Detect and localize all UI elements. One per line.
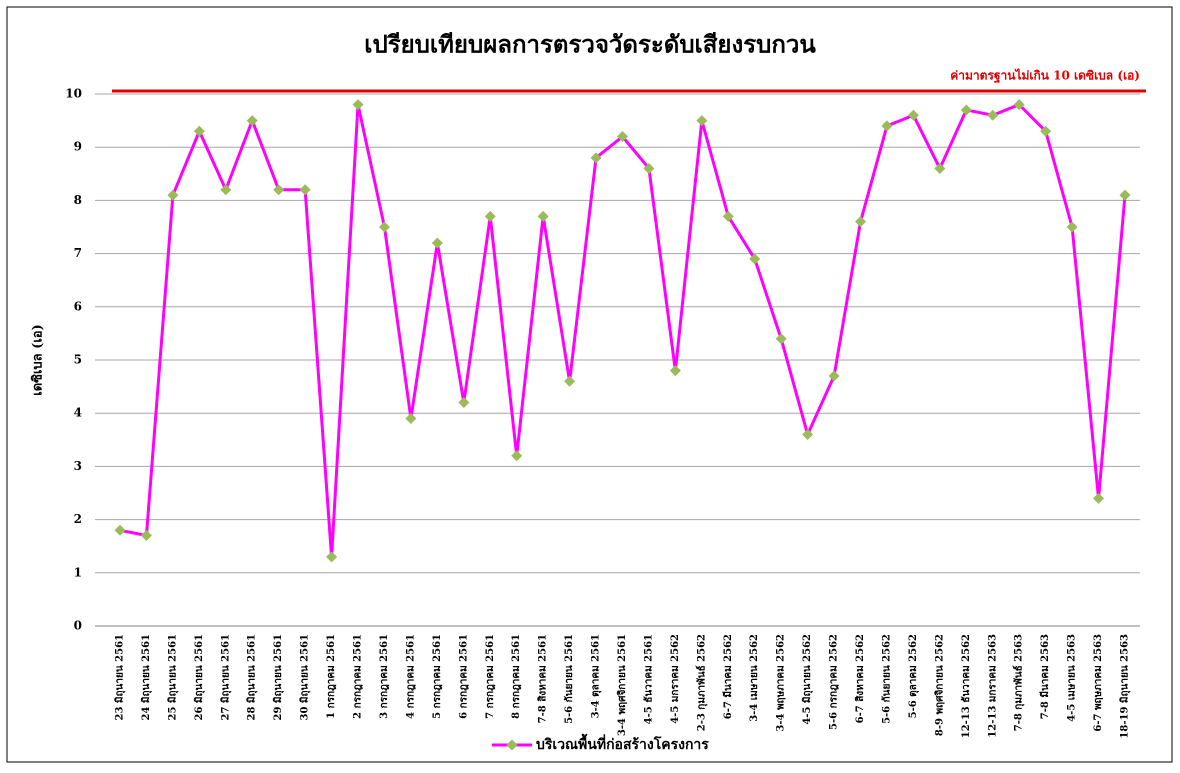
data-point (749, 253, 761, 265)
data-point (855, 216, 867, 228)
data-point (1119, 189, 1131, 201)
x-tick-label: 27 มิถุนายน 2561 (219, 634, 231, 721)
x-tick-label: 25 มิถุนายน 2561 (166, 634, 178, 721)
x-tick-label: 5 กรกฎาคม 2561 (432, 634, 443, 719)
x-tick-label: 26 มิถุนายน 2561 (193, 634, 205, 721)
chart-title: เปรียบเทียบผลการตรวจวัดระดับเสียงรบกวน (364, 30, 816, 59)
y-tick-label: 7 (74, 246, 82, 260)
data-point (1013, 99, 1025, 111)
y-tick-label: 8 (74, 193, 82, 207)
data-point (326, 551, 338, 563)
data-point (167, 189, 179, 201)
x-tick-label: 8 กรกฎาคม 2561 (511, 634, 522, 719)
x-tick-label: 4-5 มกราคม 2562 (670, 634, 681, 724)
x-tick-label: 6-7 มีนาคม 2562 (722, 634, 734, 719)
data-point (643, 162, 655, 174)
y-tick-label: 1 (74, 565, 82, 579)
data-point (907, 109, 919, 121)
x-tick-label: 4 กรกฎาคม 2561 (405, 634, 416, 719)
data-point (352, 99, 364, 111)
y-tick-label: 4 (74, 406, 82, 420)
data-point (537, 210, 549, 222)
data-point (669, 365, 681, 377)
legend-marker (506, 739, 518, 751)
y-axis-label: เดซิเบล (เอ) (31, 324, 46, 395)
x-tick-label: 7-8 สิงหาคม 2561 (537, 634, 549, 723)
y-tick-label: 6 (74, 299, 82, 313)
data-point (1093, 492, 1105, 504)
x-tick-label: 3-4 ตุลาคม 2561 (591, 634, 602, 718)
x-tick-label: 18-19 มิถุนายน 2563 (1119, 634, 1131, 739)
legend-label: บริเวณพื้นที่ก่อสร้างโครงการ (536, 733, 709, 753)
data-point (511, 450, 523, 462)
y-tick-label: 10 (65, 87, 82, 101)
data-point (802, 428, 814, 440)
data-point (1040, 125, 1052, 137)
x-tick-label: 3-4 พฤศจิกายน 2561 (616, 634, 628, 736)
y-tick-label: 2 (74, 512, 82, 526)
x-tick-label: 3-4 พฤษภาคม 2562 (776, 634, 787, 732)
x-tick-label: 2-3 กุมภาพันธ์ 2562 (695, 634, 707, 731)
x-tick-label: 6-7 พฤษภาคม 2563 (1093, 634, 1104, 732)
data-point (193, 125, 205, 137)
x-tick-label: 8-9 พฤศจิกายน 2562 (933, 634, 945, 736)
x-tick-label: 28 มิถุนายน 2561 (246, 634, 258, 721)
x-tick-label: 4-5 มิถุนายน 2562 (801, 634, 813, 725)
x-tick-label: 7-8 กุมภาพันธ์ 2563 (1013, 634, 1025, 731)
x-tick-label: 1 กรกฎาคม 2561 (326, 634, 337, 719)
data-point (696, 115, 708, 127)
x-tick-label: 5-6 กันยายน 2561 (563, 634, 575, 724)
x-tick-label: 30 มิถุนายน 2561 (299, 634, 311, 721)
x-tick-label: 5-6 กันยายน 2562 (880, 634, 892, 724)
x-tick-label: 3-4 เมษายน 2562 (749, 634, 760, 722)
y-tick-label: 5 (74, 353, 82, 367)
data-point (775, 333, 787, 345)
data-point (299, 184, 311, 196)
data-point (828, 370, 840, 382)
data-point (722, 210, 734, 222)
x-tick-label: 12-13 ธันวาคม 2562 (960, 634, 972, 738)
data-point (1066, 221, 1078, 233)
data-point (405, 413, 417, 425)
data-point (458, 397, 470, 409)
x-tick-label: 29 มิถุนายน 2561 (272, 634, 284, 721)
data-point (140, 530, 152, 542)
x-tick-label: 12-13 มกราคม 2563 (987, 634, 998, 738)
y-tick-label: 0 (74, 619, 82, 633)
data-point (590, 152, 602, 164)
x-tick-label: 5-6 กรกฎาคม 2562 (829, 634, 840, 730)
x-tick-label: 23 มิถุนายน 2561 (114, 634, 126, 721)
data-point (220, 184, 232, 196)
y-tick-label: 3 (74, 459, 82, 473)
data-point (246, 115, 258, 127)
x-tick-label: 4-5 ธันวาคม 2561 (642, 634, 654, 724)
x-tick-label: 6-7 สิงหาคม 2562 (854, 634, 866, 723)
data-point (114, 524, 126, 536)
data-point (960, 104, 972, 116)
x-tick-label: 6 กรกฎาคม 2561 (458, 634, 469, 719)
x-tick-label: 7-8 มีนาคม 2563 (1039, 634, 1051, 719)
x-tick-label: 2 กรกฎาคม 2561 (353, 634, 364, 719)
data-point (881, 120, 893, 132)
reference-label: ค่ามาตรฐานไม่เกิน 10 เดซิเบล (เอ) (950, 68, 1140, 84)
data-point (617, 131, 628, 143)
data-point (564, 375, 576, 387)
data-point (484, 210, 496, 222)
data-point (987, 109, 999, 121)
data-point (273, 184, 285, 196)
x-tick-label: 7 กรกฎาคม 2561 (485, 634, 496, 719)
y-tick-label: 9 (74, 140, 82, 154)
data-point (934, 162, 946, 174)
x-tick-label: 5-6 ตุลาคม 2562 (908, 634, 919, 718)
x-tick-label: 24 มิถุนายน 2561 (140, 634, 152, 721)
x-tick-label: 3 กรกฎาคม 2561 (379, 634, 390, 719)
x-tick-label: 4-5 เมษายน 2563 (1067, 634, 1078, 722)
data-point (378, 221, 390, 233)
data-point (431, 237, 443, 249)
